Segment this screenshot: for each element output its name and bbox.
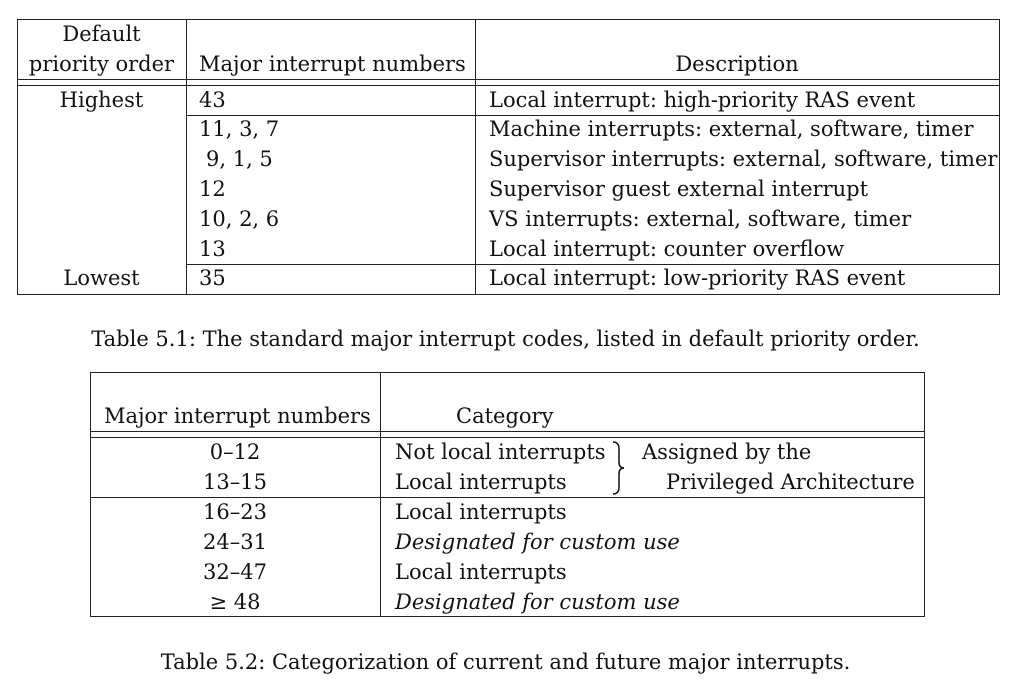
table1-rule-right [999, 19, 1000, 295]
table2-row-numbers: 13–15 [90, 470, 380, 494]
table1-row-description: Supervisor guest external interrupt [489, 177, 868, 201]
table1-rule-top [17, 19, 1000, 20]
table2-row-category: Local interrupts [395, 470, 567, 494]
table1-rule-col1 [186, 19, 187, 295]
table2-row-numbers: 32–47 [90, 560, 380, 584]
table2-assigned-line1: Assigned by the [642, 440, 811, 464]
table2-rule-body-top [90, 437, 925, 438]
table1-row-numbers: 10, 2, 6 [199, 207, 279, 231]
table1-header-priority-line2: priority order [17, 52, 186, 76]
table2-row-category: Not local interrupts [395, 440, 606, 464]
table1-row-description: Supervisor interrupts: external, softwar… [489, 147, 997, 171]
table2-rule-col1 [380, 372, 381, 617]
table1-row-numbers: 11, 3, 7 [199, 117, 279, 141]
table1-header-priority-line1: Default [17, 22, 186, 46]
table1-rule-bottom [17, 294, 1000, 295]
table2-row-category: Local interrupts [395, 560, 567, 584]
table1-row-numbers: 9, 1, 5 [206, 147, 273, 171]
table2-caption: Table 5.2: Categorization of current and… [0, 650, 1011, 674]
table2-rule-right [924, 372, 925, 617]
table2-header-numbers: Major interrupt numbers [104, 404, 371, 428]
table1-rule-header-bottom [17, 79, 1000, 80]
table2-rule-top [90, 372, 925, 373]
table1-row-description: VS interrupts: external, software, timer [489, 207, 911, 231]
table2-row-category: Designated for custom use [395, 590, 680, 614]
table2-rule-header-bottom [90, 431, 925, 432]
table2-assigned-line2: Privileged Architecture [666, 470, 915, 494]
table2-row-numbers: 16–23 [90, 500, 380, 524]
table1-priority-highest: Highest [17, 88, 186, 112]
table2-rule-bottom [90, 616, 925, 617]
table1-caption: Table 5.1: The standard major interrupt … [0, 327, 1011, 351]
table1-row-description: Local interrupt: high-priority RAS event [489, 88, 915, 112]
table1-row-description: Local interrupt: low-priority RAS event [489, 266, 905, 290]
table2-row-category: Designated for custom use [395, 530, 680, 554]
table1-row-numbers: 43 [199, 88, 226, 112]
table1-header-numbers: Major interrupt numbers [199, 52, 466, 76]
table1-row-description: Local interrupt: counter overflow [489, 237, 844, 261]
table1-header-description: Description [475, 52, 999, 76]
table2-rule-group-divider [90, 497, 925, 498]
table2-row-numbers: 0–12 [90, 440, 380, 464]
right-brace-icon [610, 440, 626, 496]
table1-row-numbers: 12 [199, 177, 226, 201]
table1-row-description: Machine interrupts: external, software, … [489, 117, 974, 141]
table2-row-category: Local interrupts [395, 500, 567, 524]
table2-row-numbers: ≥ 48 [90, 590, 380, 614]
table2-row-numbers: 24–31 [90, 530, 380, 554]
table1-row-numbers: 13 [199, 237, 226, 261]
table1-row-numbers: 35 [199, 266, 226, 290]
table1-rule-body-top [17, 85, 1000, 86]
table1-priority-lowest: Lowest [17, 266, 186, 290]
table2-header-category: Category [456, 404, 553, 428]
